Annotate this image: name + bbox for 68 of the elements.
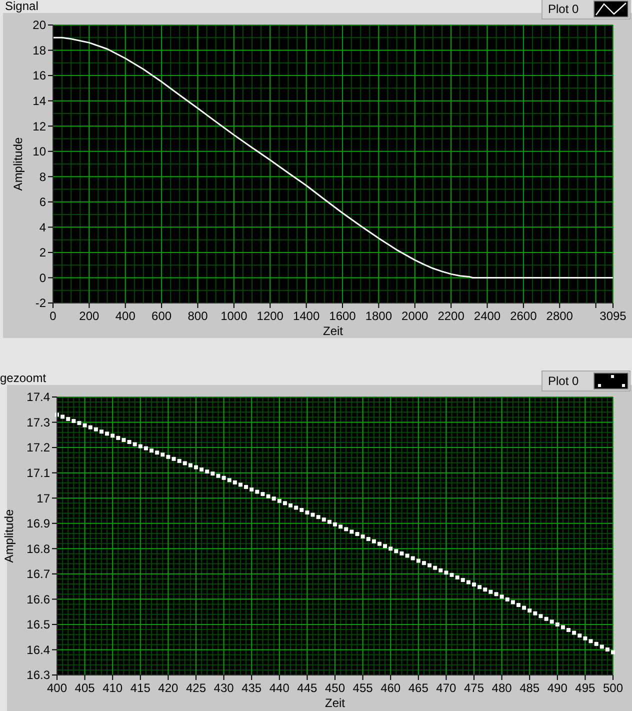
x-tick-label: 445 bbox=[297, 681, 318, 695]
x-tick-label: 460 bbox=[380, 681, 401, 695]
x-tick-label: 420 bbox=[158, 681, 179, 695]
x-tick-label: 200 bbox=[79, 309, 100, 323]
x-tick-label: 400 bbox=[115, 309, 136, 323]
x-tick-label: 500 bbox=[602, 681, 624, 695]
x-tick-label: 800 bbox=[188, 309, 208, 323]
legend-label: Plot 0 bbox=[548, 2, 580, 16]
y-tick-label: 16.3 bbox=[26, 668, 50, 682]
x-tick-label: 415 bbox=[130, 681, 151, 695]
y-tick-label: 6 bbox=[39, 195, 46, 210]
x-axis-title: Zeit bbox=[324, 696, 346, 710]
chart-title: Signal bbox=[5, 0, 38, 13]
chart-title: gezoomt bbox=[0, 371, 47, 385]
x-tick-label: 430 bbox=[214, 681, 234, 695]
y-tick-label: 17.2 bbox=[26, 440, 50, 455]
x-tick-label: 2800 bbox=[546, 309, 574, 323]
y-tick-label: -2 bbox=[35, 296, 46, 310]
y-tick-label: 16.7 bbox=[26, 567, 50, 582]
x-tick-label: 1600 bbox=[329, 309, 356, 323]
x-tick-label: 400 bbox=[46, 681, 68, 695]
x-tick-label: 2400 bbox=[474, 309, 501, 323]
y-tick-label: 10 bbox=[32, 144, 46, 159]
y-tick-label: 12 bbox=[32, 119, 46, 134]
y-tick-label: 20 bbox=[32, 18, 46, 32]
x-tick-label: 1400 bbox=[292, 309, 320, 323]
y-tick-label: 8 bbox=[39, 170, 46, 184]
x-tick-label: 425 bbox=[186, 681, 206, 695]
x-axis-title: Zeit bbox=[322, 324, 344, 338]
x-tick-label: 495 bbox=[575, 681, 596, 695]
x-tick-label: 490 bbox=[547, 681, 568, 695]
x-tick-label: 475 bbox=[464, 681, 484, 695]
y-tick-label: 4 bbox=[39, 220, 46, 234]
x-tick-label: 455 bbox=[352, 681, 374, 695]
y-tick-label: 16.4 bbox=[26, 642, 50, 657]
y-tick-label: 16 bbox=[32, 68, 46, 83]
y-tick-label: 17 bbox=[36, 491, 50, 506]
x-tick-label: 1000 bbox=[220, 309, 248, 323]
y-tick-label: 16.9 bbox=[26, 516, 50, 531]
y-tick-label: 16.6 bbox=[26, 592, 50, 606]
y-tick-label: 0 bbox=[39, 270, 46, 285]
x-tick-label: 600 bbox=[152, 309, 172, 323]
x-tick-label: 485 bbox=[520, 681, 540, 695]
y-tick-label: 18 bbox=[32, 43, 46, 58]
x-tick-label: 465 bbox=[408, 681, 429, 695]
x-tick-label: 410 bbox=[102, 681, 123, 695]
x-tick-label: 1200 bbox=[256, 309, 284, 323]
x-tick-label: 2000 bbox=[402, 309, 429, 323]
x-tick-label: 1800 bbox=[365, 309, 392, 323]
x-tick-label: 470 bbox=[436, 681, 457, 695]
y-tick-label: 16.5 bbox=[26, 618, 50, 632]
y-tick-label: 16.8 bbox=[26, 542, 50, 556]
y-tick-label: 17.3 bbox=[26, 415, 50, 430]
y-axis-title: Amplitude bbox=[2, 509, 16, 563]
y-tick-label: 17.4 bbox=[26, 390, 50, 404]
x-tick-label: 435 bbox=[242, 681, 262, 695]
y-tick-label: 14 bbox=[32, 94, 46, 108]
legend-label: Plot 0 bbox=[548, 374, 580, 388]
x-tick-label: 405 bbox=[74, 681, 96, 695]
x-tick-label: 440 bbox=[269, 681, 290, 695]
y-tick-label: 2 bbox=[39, 246, 46, 260]
x-tick-label: 480 bbox=[492, 681, 512, 695]
x-tick-label: 2600 bbox=[510, 309, 538, 323]
x-tick-label: 2200 bbox=[438, 309, 465, 323]
y-axis-title: Amplitude bbox=[11, 137, 25, 191]
y-tick-label: 17.1 bbox=[26, 466, 50, 480]
x-tick-label: 3095 bbox=[600, 309, 627, 323]
x-tick-label: 450 bbox=[324, 681, 346, 695]
